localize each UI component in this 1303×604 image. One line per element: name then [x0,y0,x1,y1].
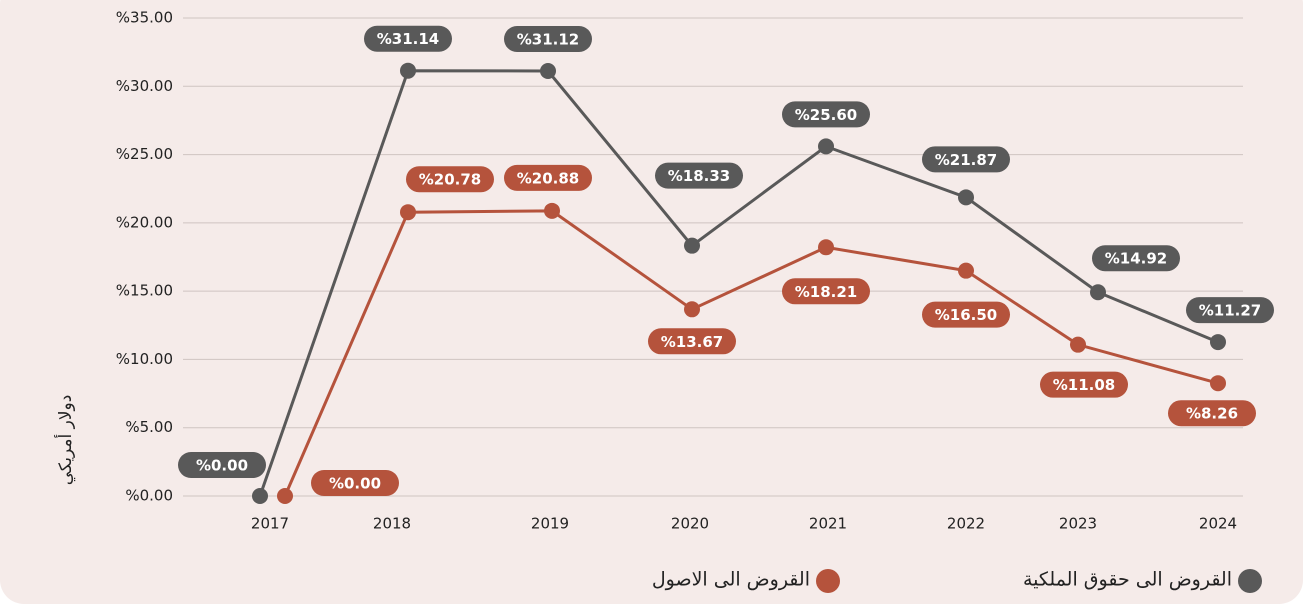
x-tick-label: 2021 [809,515,847,533]
value-label: %0.00 [329,475,381,493]
y-axis-label: دولار أمريكي [54,395,76,486]
value-label-bg [922,301,1010,328]
legend-label: القروض الى الاصول [652,569,810,591]
value-label: %20.78 [419,171,481,189]
y-tick-label: %30.00 [116,77,173,95]
value-label: %21.87 [935,151,997,169]
y-tick-label: %10.00 [116,350,173,368]
value-label-bg [406,166,494,193]
point [1210,334,1226,351]
value-label: %20.88 [517,169,579,187]
x-tick-label: 2020 [671,515,709,533]
point [958,262,974,279]
value-label-bg [178,452,266,478]
legend-label: القروض الى حقوق الملكية [1023,569,1232,591]
value-label-bg [655,162,743,189]
point [540,62,556,79]
point [684,301,700,318]
point [400,62,416,79]
point [818,138,834,155]
value-label-bg [1040,371,1128,398]
y-tick-label: %5.00 [125,418,173,436]
value-label-bg [1168,400,1256,427]
value-label: %11.27 [1199,302,1261,320]
value-label-bg [782,101,870,128]
value-label-bg [1186,297,1274,324]
value-label: %31.12 [517,30,579,48]
value-label: %13.67 [661,333,723,351]
legend-swatch [816,569,840,593]
x-tick-label: 2024 [1199,515,1237,533]
point [818,239,834,256]
value-label: %0.00 [196,457,248,475]
point [277,488,293,504]
value-label-bg [504,164,592,191]
value-label: %11.08 [1053,376,1115,394]
point [1070,336,1086,353]
value-label: %16.50 [935,306,997,324]
point [252,488,268,504]
value-label-bg [1092,245,1180,272]
y-tick-label: %35.00 [116,9,173,27]
value-label: %25.60 [795,106,857,124]
value-label-bg [311,470,399,496]
value-label-bg [782,278,870,305]
value-label-bg [504,25,592,52]
y-tick-label: %20.00 [116,213,173,231]
point [544,202,560,219]
series-line [283,209,1219,497]
series-line [258,69,1219,497]
value-label-bg [922,146,1010,173]
value-label-bg [648,328,736,355]
legend-swatch [1238,569,1262,593]
point [958,189,974,206]
y-tick-label: %0.00 [125,487,173,505]
value-label: %14.92 [1105,250,1167,268]
point [684,237,700,254]
y-tick-label: %25.00 [116,145,173,163]
value-label: %18.21 [795,283,857,301]
x-tick-label: 2019 [531,515,569,533]
value-label: %18.33 [668,167,730,185]
y-tick-label: %15.00 [116,282,173,300]
x-tick-label: 2023 [1059,515,1097,533]
value-label-bg [364,25,452,52]
x-tick-label: 2018 [373,515,411,533]
value-label: %31.14 [377,30,439,48]
point [1090,284,1106,301]
x-tick-label: 2022 [947,515,985,533]
x-tick-label: 2017 [251,515,289,533]
point [1210,375,1226,392]
point [400,204,416,221]
value-label: %8.26 [1186,405,1238,423]
